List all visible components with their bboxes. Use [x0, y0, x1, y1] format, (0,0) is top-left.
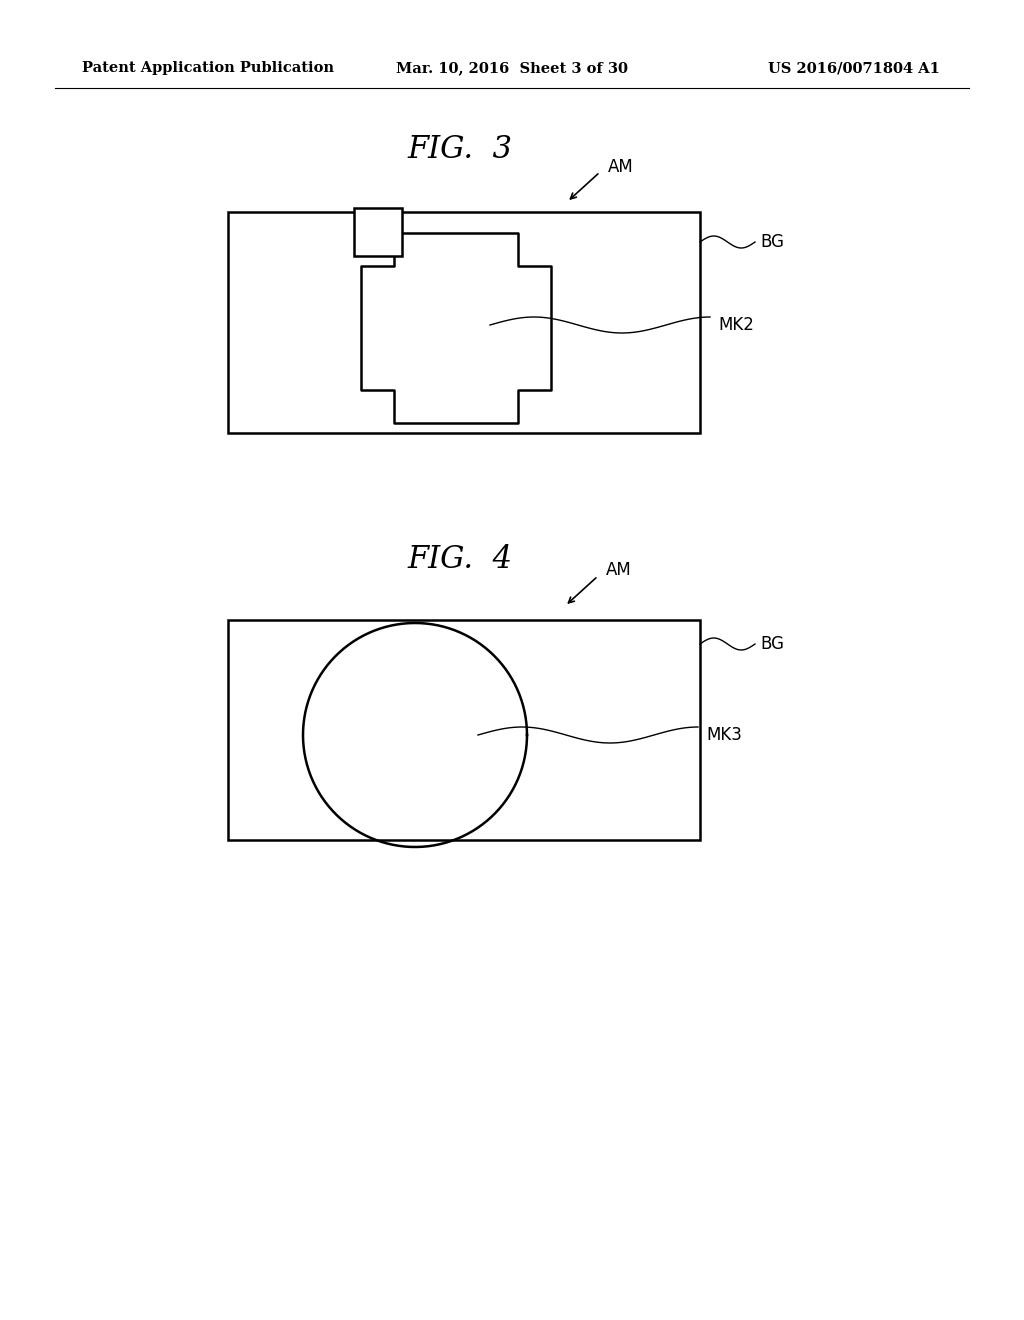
Text: FIG.  4: FIG. 4 [408, 544, 512, 576]
Text: AM: AM [606, 561, 632, 579]
Text: FIG.  3: FIG. 3 [408, 135, 512, 165]
Bar [354, 209, 402, 256]
Text: MK3: MK3 [706, 726, 741, 744]
Text: BG: BG [760, 234, 784, 251]
Bar [228, 213, 700, 433]
Text: Patent Application Publication: Patent Application Publication [82, 61, 334, 75]
Text: MK2: MK2 [718, 315, 754, 334]
Text: BG: BG [760, 635, 784, 653]
Bar [228, 620, 700, 840]
Text: AM: AM [608, 158, 634, 176]
Text: US 2016/0071804 A1: US 2016/0071804 A1 [768, 61, 940, 75]
Text: Mar. 10, 2016  Sheet 3 of 30: Mar. 10, 2016 Sheet 3 of 30 [396, 61, 628, 75]
